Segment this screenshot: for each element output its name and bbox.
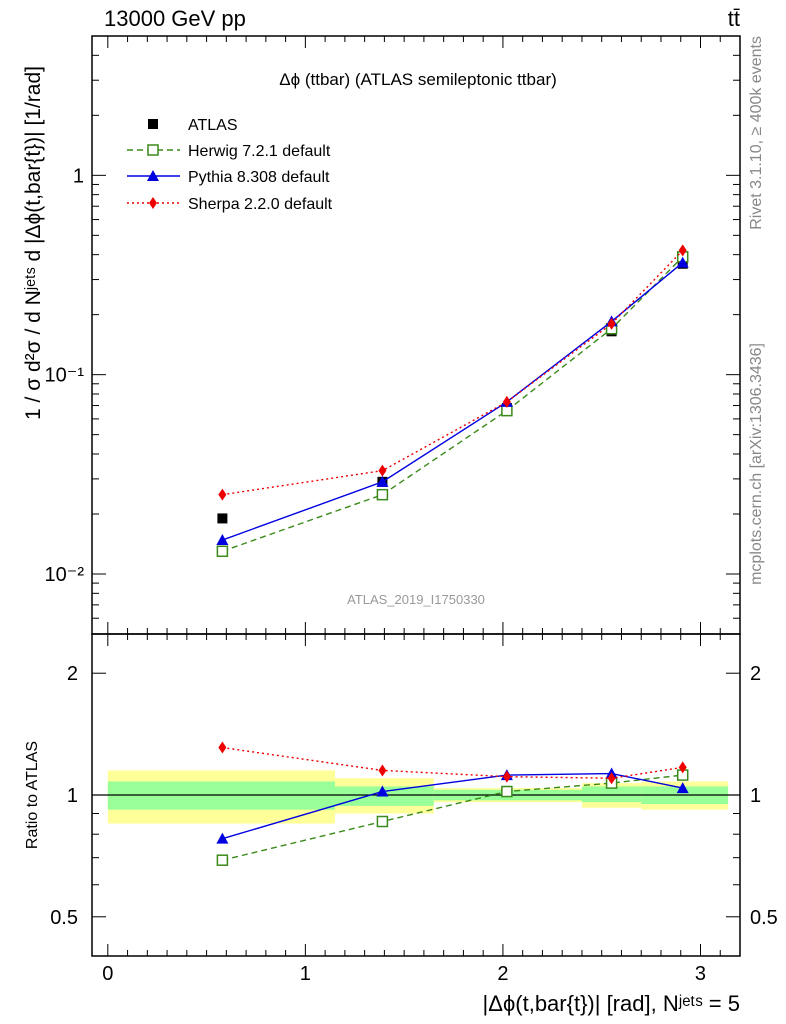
- analysis-id: ATLAS_2019_I1750330: [347, 592, 485, 607]
- legend-marker: [147, 144, 159, 156]
- data-point-pythia: [216, 534, 229, 546]
- data-point-sherpa: [678, 244, 687, 257]
- data-point-sherpa: [378, 464, 387, 477]
- uncertainty-bands: [92, 770, 740, 824]
- ratio-point-herwig: [501, 785, 513, 798]
- ratio-y-tick-label: 0.5: [50, 907, 78, 929]
- ratio-y-tick-label: 2: [67, 663, 78, 685]
- legend-label: Sherpa 2.2.0 default: [188, 196, 333, 213]
- ratio-point-sherpa: [502, 770, 511, 783]
- ratio-point-sherpa: [218, 741, 227, 754]
- data-point-pythia: [676, 256, 689, 268]
- main-ylabel: 1 / σ d²σ / d Nʲᵉᵗˢ d |Δϕ(t,bar{t})| [1/…: [22, 66, 45, 420]
- legend: ATLAS Herwig 7.2.1 default Pythia 8.308 de…: [127, 117, 333, 213]
- ratio-point-pythia: [676, 782, 689, 794]
- rivet-label: Rivet 3.1.10, ≥ 400k events: [748, 36, 765, 230]
- series-line-herwig: [222, 256, 684, 552]
- main-y-tick-label: 1: [73, 165, 84, 187]
- data-point-herwig: [216, 545, 229, 558]
- legend-label: ATLAS: [188, 117, 238, 134]
- mcplots-label: mcplots.cern.ch [arXiv:1306.3436]: [748, 343, 765, 585]
- ratio-point-herwig: [376, 815, 389, 828]
- data-point-pythia: [376, 475, 389, 487]
- legend-label: Pythia 8.308 default: [188, 169, 330, 186]
- x-tick-label: 3: [695, 963, 706, 985]
- plot-title: Δϕ (ttbar) (ATLAS semileptonic ttbar): [279, 70, 557, 89]
- ratio-point-pythia: [376, 785, 389, 797]
- data-point-atlas: [217, 513, 228, 524]
- data-point-sherpa: [607, 317, 616, 330]
- ratio-point-herwig: [216, 854, 229, 866]
- ratio-y-tick-label-right: 1: [750, 785, 761, 807]
- ratio-data-layer: [216, 741, 689, 866]
- data-point-sherpa: [502, 395, 511, 408]
- x-tick-label: 1: [300, 963, 311, 985]
- x-tick-label: 2: [497, 963, 508, 985]
- ratio-ylabel: Ratio to ATLAS: [24, 741, 41, 849]
- main-y-tick-label: 10⁻¹: [45, 365, 85, 387]
- ratio-point-sherpa: [607, 772, 616, 785]
- energy-label: 13000 GeV pp: [104, 6, 246, 31]
- process-label: tt̄: [728, 6, 740, 31]
- inner-uncertainty-band: [581, 786, 642, 803]
- legend-marker: [148, 119, 158, 129]
- legend-marker: [147, 170, 159, 181]
- ratio-point-pythia: [216, 832, 229, 844]
- ratio-y-tick-label-right: 0.5: [750, 907, 778, 929]
- ratio-y-tick-label-right: 2: [750, 663, 761, 685]
- x-tick-label: 0: [102, 963, 113, 985]
- main-data-layer: [216, 244, 689, 558]
- ratio-point-sherpa: [378, 764, 387, 777]
- x-axis-label: |Δϕ(t,bar{t})| [rad], Nʲᵉᵗˢ = 5: [483, 991, 740, 1016]
- main-y-tick-label: 10⁻²: [45, 564, 85, 586]
- series-line-sherpa: [222, 249, 684, 496]
- data-point-herwig: [376, 488, 389, 501]
- ratio-axes: 0 1 2 3 0.5 0.5 1 1 2 2: [50, 634, 778, 985]
- data-point-sherpa: [218, 488, 227, 501]
- main-axes: 10⁻² 10⁻¹ 1: [45, 35, 741, 635]
- series-line-pythia: [222, 262, 684, 541]
- ratio-y-tick-label: 1: [67, 785, 78, 807]
- ratio-point-sherpa: [678, 761, 687, 774]
- legend-marker: [149, 197, 157, 209]
- legend-label: Herwig 7.2.1 default: [188, 143, 331, 160]
